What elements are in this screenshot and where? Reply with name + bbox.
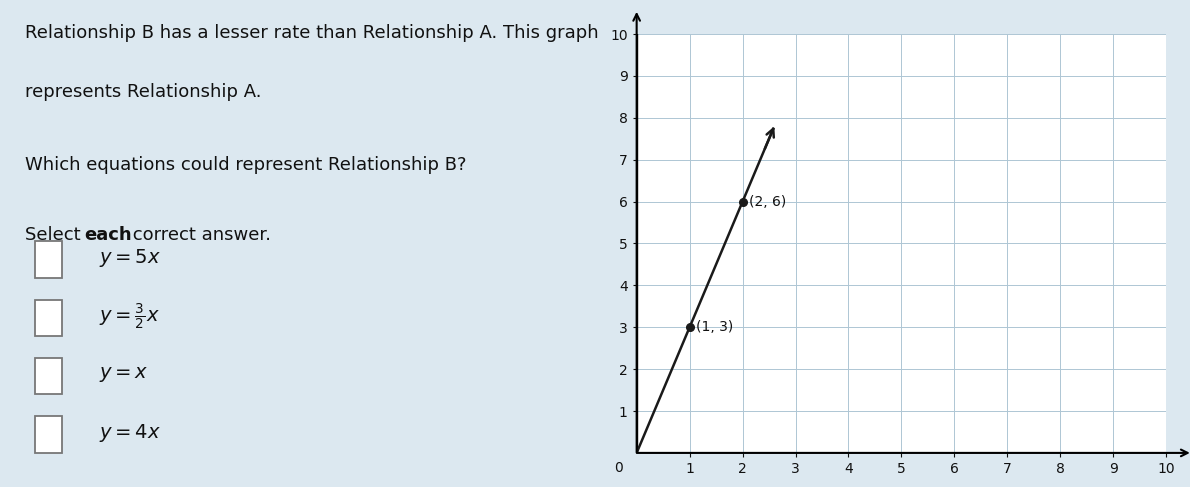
Text: Select: Select	[25, 226, 87, 244]
Text: $y = x$: $y = x$	[99, 365, 149, 385]
Text: Which equations could represent Relationship B?: Which equations could represent Relation…	[25, 156, 466, 174]
Text: Relationship B has a lesser rate than Relationship A. This graph: Relationship B has a lesser rate than Re…	[25, 24, 599, 42]
Text: (1, 3): (1, 3)	[696, 320, 733, 334]
Bar	[35, 241, 62, 278]
Text: 0: 0	[614, 461, 622, 474]
Text: $y = \frac{3}{2}x$: $y = \frac{3}{2}x$	[99, 301, 159, 332]
Text: each: each	[84, 226, 132, 244]
Text: correct answer.: correct answer.	[127, 226, 271, 244]
Bar	[35, 300, 62, 336]
Bar	[35, 416, 62, 453]
Text: $y = 5x$: $y = 5x$	[99, 247, 161, 269]
Text: represents Relationship A.: represents Relationship A.	[25, 83, 262, 101]
Bar	[35, 358, 62, 394]
Text: $y = 4x$: $y = 4x$	[99, 422, 161, 445]
Text: (2, 6): (2, 6)	[749, 195, 787, 208]
